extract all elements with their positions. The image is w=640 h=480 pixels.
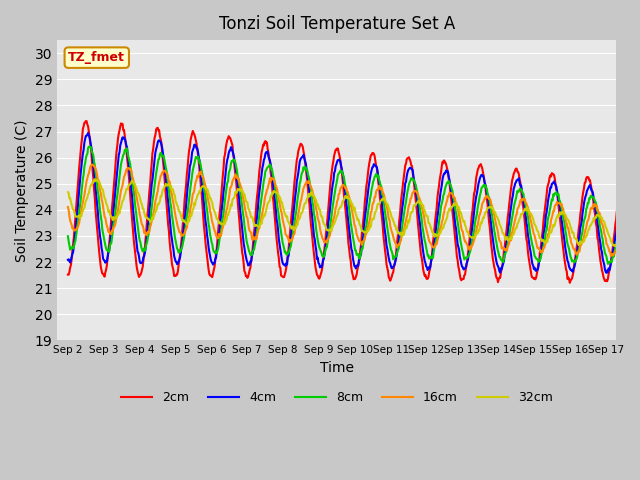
- 8cm: [237, 198, 245, 204]
- 2cm: [64, 272, 72, 277]
- 2cm: [266, 159, 274, 165]
- 4cm: [84, 130, 92, 136]
- Y-axis label: Soil Temperature (C): Soil Temperature (C): [15, 119, 29, 262]
- 32cm: [637, 227, 640, 232]
- 4cm: [132, 234, 140, 240]
- 16cm: [607, 253, 615, 259]
- 16cm: [288, 238, 296, 243]
- 16cm: [132, 191, 140, 197]
- Title: Tonzi Soil Temperature Set A: Tonzi Soil Temperature Set A: [219, 15, 455, 33]
- 16cm: [266, 176, 274, 181]
- X-axis label: Time: Time: [320, 361, 354, 375]
- Line: 16cm: 16cm: [68, 165, 640, 256]
- 4cm: [237, 218, 245, 224]
- 4cm: [266, 157, 274, 163]
- 2cm: [637, 276, 640, 282]
- 32cm: [237, 186, 245, 192]
- Text: TZ_fmet: TZ_fmet: [68, 51, 125, 64]
- 32cm: [91, 176, 99, 182]
- 16cm: [88, 162, 96, 168]
- 16cm: [447, 190, 454, 196]
- 4cm: [447, 185, 454, 191]
- 8cm: [132, 208, 140, 214]
- 8cm: [64, 233, 72, 239]
- 32cm: [64, 189, 72, 195]
- Line: 32cm: 32cm: [68, 179, 640, 247]
- 32cm: [132, 184, 140, 190]
- Line: 8cm: 8cm: [68, 146, 640, 264]
- 8cm: [266, 162, 274, 168]
- 8cm: [288, 239, 296, 244]
- Line: 4cm: 4cm: [68, 133, 640, 273]
- 4cm: [415, 212, 422, 217]
- 32cm: [447, 205, 454, 211]
- 8cm: [447, 183, 454, 189]
- 2cm: [82, 118, 90, 124]
- 2cm: [237, 242, 245, 248]
- 8cm: [604, 261, 612, 267]
- 32cm: [415, 198, 422, 204]
- 16cm: [637, 236, 640, 242]
- 4cm: [637, 270, 640, 276]
- 32cm: [614, 244, 621, 250]
- 4cm: [64, 257, 72, 263]
- Line: 2cm: 2cm: [68, 121, 640, 283]
- 8cm: [85, 144, 93, 149]
- 2cm: [566, 280, 573, 286]
- 8cm: [637, 253, 640, 259]
- 4cm: [288, 227, 296, 233]
- 2cm: [132, 257, 140, 263]
- 2cm: [447, 193, 454, 199]
- 16cm: [237, 185, 245, 191]
- 32cm: [266, 197, 274, 203]
- 16cm: [64, 204, 72, 210]
- 32cm: [288, 226, 296, 231]
- 8cm: [415, 197, 422, 203]
- 16cm: [415, 194, 422, 200]
- Legend: 2cm, 4cm, 8cm, 16cm, 32cm: 2cm, 4cm, 8cm, 16cm, 32cm: [116, 386, 558, 409]
- 2cm: [288, 213, 296, 218]
- 4cm: [603, 270, 611, 276]
- 2cm: [415, 229, 422, 235]
